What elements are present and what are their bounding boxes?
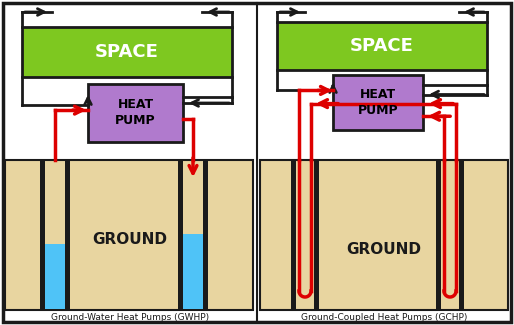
Bar: [260, 160, 508, 310]
Text: SPACE: SPACE: [350, 37, 414, 55]
Text: SPACE: SPACE: [95, 43, 159, 61]
Text: HEAT
PUMP: HEAT PUMP: [358, 88, 398, 117]
Bar: [333, 75, 423, 130]
Text: Ground-Coupled Heat Pumps (GCHP): Ground-Coupled Heat Pumps (GCHP): [301, 314, 467, 322]
Bar: [88, 84, 183, 142]
Bar: [277, 22, 487, 70]
Text: Ground-Water Heat Pumps (GWHP): Ground-Water Heat Pumps (GWHP): [51, 314, 209, 322]
Text: HEAT
PUMP: HEAT PUMP: [115, 98, 156, 127]
Text: GROUND: GROUND: [93, 232, 168, 248]
Bar: [65, 160, 70, 309]
Bar: [178, 160, 183, 309]
Bar: [436, 160, 441, 309]
Bar: [314, 160, 319, 309]
Bar: [459, 160, 464, 309]
Text: GROUND: GROUND: [346, 242, 421, 257]
Bar: [183, 234, 203, 309]
Bar: [5, 160, 253, 310]
Bar: [40, 160, 45, 309]
Bar: [203, 160, 208, 309]
Bar: [22, 27, 232, 77]
Bar: [45, 244, 65, 309]
Bar: [291, 160, 296, 309]
